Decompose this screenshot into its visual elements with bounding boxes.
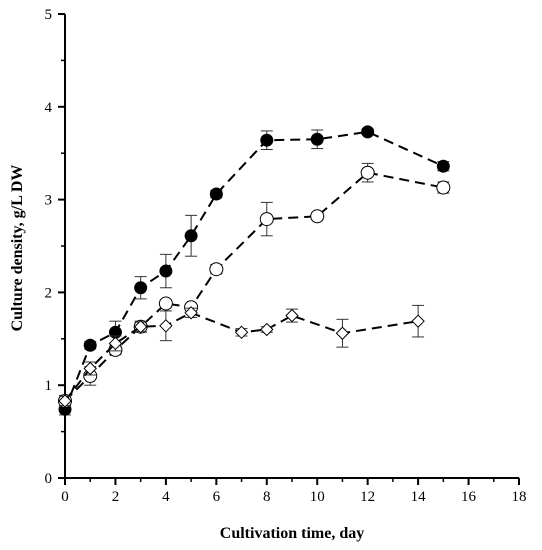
data-point-open-diamond	[83, 361, 97, 376]
data-point-open-circle	[158, 296, 173, 311]
y-tick-label: 0	[45, 471, 53, 487]
data-point-open-diamond	[108, 336, 123, 351]
series-2	[58, 162, 451, 408]
data-point-filled-circle	[83, 338, 97, 352]
data-point-open-circle	[259, 212, 274, 227]
data-point-open-diamond	[159, 319, 173, 333]
series-3	[58, 304, 425, 408]
data-point-filled-circle	[260, 133, 274, 147]
data-point-filled-circle	[436, 159, 450, 173]
y-tick-label: 2	[45, 285, 53, 301]
x-tick-label: 10	[310, 489, 325, 505]
series-line	[64, 130, 444, 410]
x-tick-label: 14	[411, 489, 427, 505]
data-point-filled-circle	[361, 125, 375, 139]
data-point-open-circle	[209, 262, 224, 277]
x-tick-label: 2	[112, 489, 120, 505]
data-point-open-diamond	[411, 314, 425, 328]
data-point-open-circle	[310, 209, 325, 224]
data-point-filled-circle	[159, 264, 173, 278]
y-tick-label: 4	[45, 100, 53, 116]
y-tick-label: 1	[45, 378, 53, 394]
plot-area	[58, 125, 451, 416]
x-tick-label: 18	[512, 489, 527, 505]
series-1	[58, 125, 450, 416]
data-point-filled-circle	[310, 132, 324, 146]
x-tick-label: 0	[61, 489, 69, 505]
x-tick-label: 6	[213, 489, 221, 505]
data-point-open-diamond	[58, 394, 72, 408]
x-tick-label: 4	[162, 489, 170, 505]
data-point-open-diamond	[260, 322, 274, 337]
y-tick-label: 5	[45, 7, 53, 23]
data-point-open-diamond	[335, 326, 350, 340]
series-line	[64, 171, 444, 402]
data-point-filled-circle	[184, 229, 198, 243]
data-point-filled-circle	[134, 281, 148, 295]
x-tick-label: 16	[461, 489, 477, 505]
data-point-open-diamond	[133, 320, 148, 334]
data-point-open-circle	[360, 165, 375, 180]
y-axis-title: Culture density, g/L DW	[9, 165, 26, 332]
y-tick-label: 3	[45, 193, 53, 209]
data-point-open-diamond	[234, 325, 249, 340]
x-tick-label: 12	[360, 489, 375, 505]
x-tick-label: 8	[263, 489, 271, 505]
data-point-open-diamond	[285, 308, 299, 323]
data-point-open-diamond	[184, 306, 198, 320]
x-axis-title: Cultivation time, day	[220, 525, 364, 542]
data-point-open-circle	[436, 180, 451, 195]
data-point-filled-circle	[209, 187, 223, 201]
